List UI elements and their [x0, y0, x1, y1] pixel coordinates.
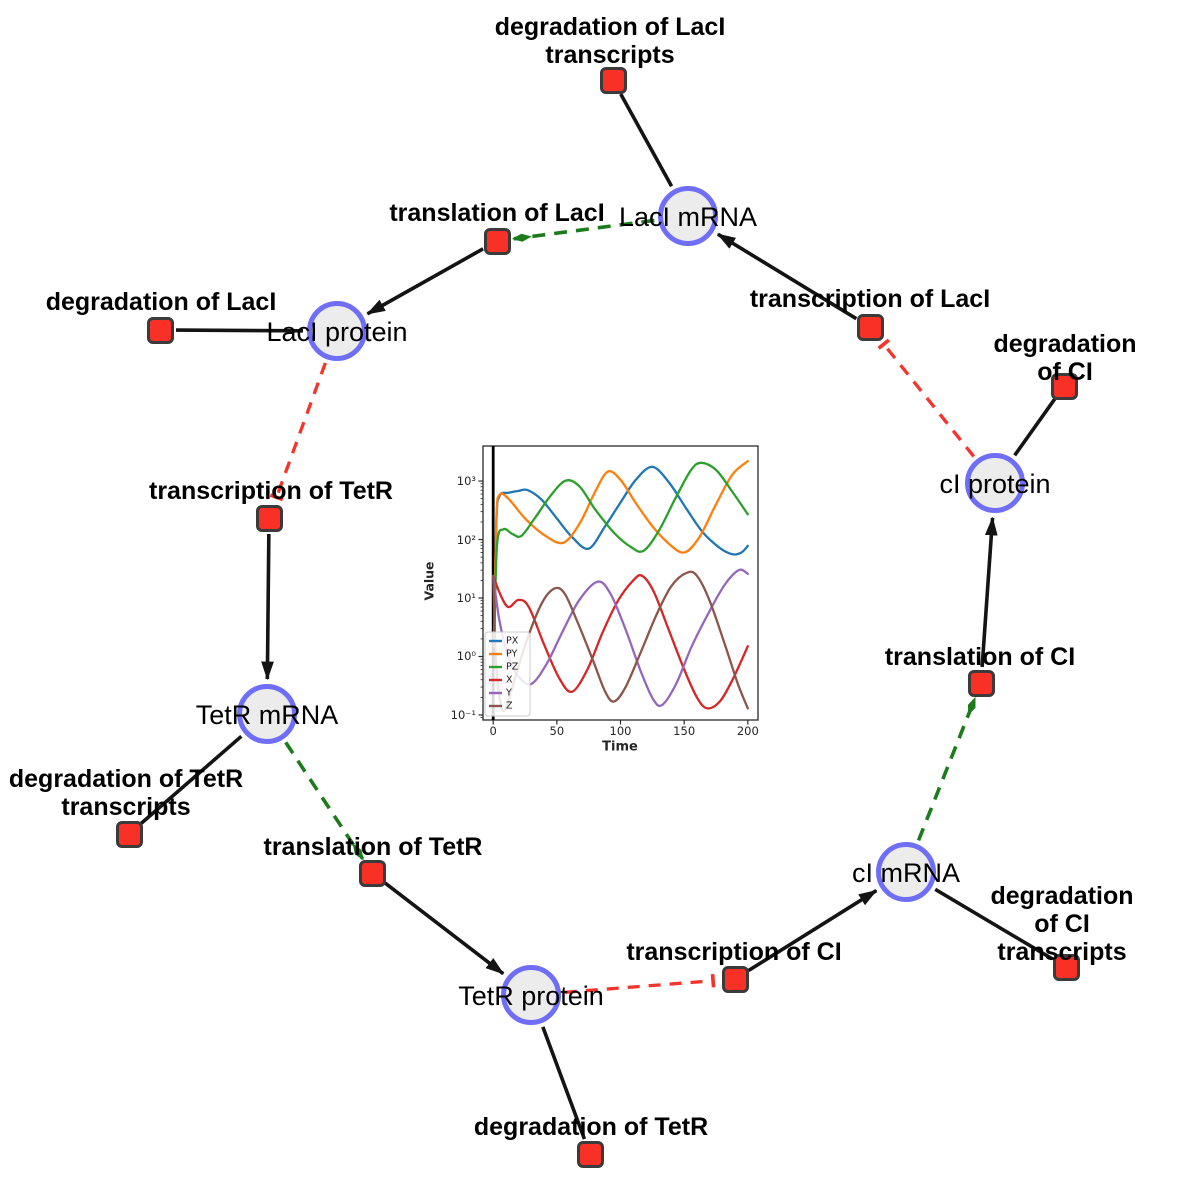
- edge-layer: [139, 93, 1057, 1140]
- chart-series-PX: [492, 465, 749, 648]
- edge-product-translation_lacI-lacI_protein: [366, 247, 484, 316]
- chart-series-PY: [492, 459, 749, 648]
- edge-inhibition-cI_protein-transcription_lacI: [877, 338, 976, 458]
- chart-series-PZ: [492, 461, 749, 648]
- edge-product-transcription_cI-cI_mRNA: [747, 889, 878, 973]
- edge-product-transcription_tetR-tetR_mRNA: [261, 533, 274, 681]
- edge-reactant-cI_mRNA-deg_cI_transcripts: [934, 887, 1054, 961]
- edge-modifier-tetR_mRNA-translation_tetR: [284, 741, 365, 861]
- edge-modifier-lacI_mRNA-translation_lacI: [511, 218, 655, 242]
- edge-reactant-lacI_protein-deg_lacI: [175, 328, 304, 333]
- edge-modifier-cI_mRNA-translation_cI: [916, 696, 977, 842]
- edge-product-translation_cI-cI_protein: [980, 516, 998, 668]
- edge-inhibition-tetR_protein-transcription_cI: [564, 973, 716, 994]
- edge-reactant-tetR_mRNA-deg_tetR_transcripts: [139, 734, 243, 825]
- edge-reactant-cI_protein-deg_cI: [1013, 397, 1057, 457]
- edge-inhibition-lacI_protein-transcription_tetR: [269, 362, 327, 502]
- inset-chart: [478, 445, 759, 725]
- edge-product-transcription_lacI-lacI_mRNA: [716, 232, 858, 321]
- edge-reactant-tetR_protein-deg_tetR: [541, 1026, 587, 1140]
- edge-product-translation_tetR-tetR_protein: [383, 881, 505, 976]
- edge-reactant-lacI_mRNA-deg_lacI_transcripts: [619, 93, 674, 188]
- chart-series-X: [492, 574, 749, 710]
- chart-legend-box: [484, 631, 531, 717]
